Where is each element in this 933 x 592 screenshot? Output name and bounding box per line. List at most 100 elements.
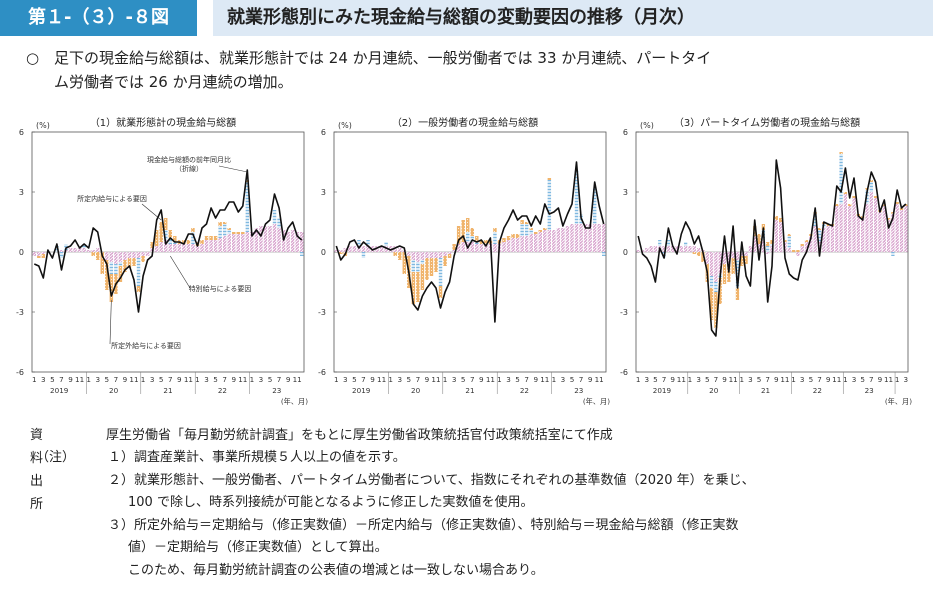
bar-special [766,246,770,252]
bar-scheduled [191,244,195,252]
x-tick-label: 7 [817,375,822,384]
bar-scheduled [895,204,899,252]
bar-scheduled [520,236,524,252]
bar-scheduled [861,218,865,252]
bar-scheduled [809,236,813,252]
chart-panel-1: （1）就業形態計の現金給与総額 6 3 0 -3 -6 (%) 1 3 5 7 9 11 1 3 5 7 9 11… [14,104,312,420]
bar-scheduled [366,246,370,252]
bar-scheduled [671,246,675,252]
bar-overtime [452,244,456,250]
bar-scheduled [241,234,245,252]
x-tick-label: 9 [231,375,236,384]
bar-scheduled [579,224,583,252]
bar-scheduled [636,250,640,252]
bar-special [227,230,231,234]
bar-special [592,188,597,224]
bar-scheduled [114,252,118,264]
bar-scheduled [735,252,740,260]
bar-overtime [434,258,438,272]
y-tick-label: 3 [623,188,628,197]
bar-scheduled [452,250,456,252]
bar-overtime [791,250,796,252]
bar-scheduled [59,250,64,252]
annotation-leader [170,255,191,289]
bar-overtime [783,240,787,242]
bar-overtime [236,232,240,234]
bar-scheduled [136,252,141,258]
bar-overtime [456,226,461,244]
bar-scheduled [357,246,361,252]
bar-scheduled [379,246,384,252]
bar-overtime [787,234,791,236]
y-tick-label: -3 [16,308,24,317]
x-tick-label: 1 [497,375,502,384]
bar-overtime [37,256,41,258]
bar-overtime [416,272,420,302]
note-2b: 100 で除し、時系列接続が可能となるように修正した実数値を使用。 [128,495,534,510]
y-unit: (%) [36,121,50,130]
bar-special [574,170,579,224]
bar-scheduled [375,246,379,252]
bar-scheduled [393,246,397,252]
x-tick-label: 7 [361,375,366,384]
bar-scheduled [213,240,218,252]
bar-overtime [538,230,542,232]
bar-scheduled [813,226,817,252]
y-tick-label: 0 [623,248,628,257]
total-line [335,161,605,323]
x-tick-label: 11 [129,375,138,384]
bar-special [366,240,370,246]
x-tick-label: 3 [397,375,402,384]
bar-scheduled [696,248,701,252]
bar-scheduled [105,252,109,260]
bar-scheduled [830,226,835,252]
x-tick-label: 9 [68,375,73,384]
chart-panel-2: （2）一般労働者の現金給与総額 6 3 0 -3 -6 (%) 1 3 5 7 9 11 1 3 5 7 9 11… [316,104,614,420]
annotation-total-line-sub: （折線） [175,164,203,173]
bar-scheduled [718,252,722,274]
x-tick-label: 7 [662,375,667,384]
x-tick-label: 11 [729,375,738,384]
bar-scheduled [123,252,127,260]
x-tick-label: 1 [552,375,557,384]
bar-scheduled [218,238,222,252]
bar-special [787,236,791,248]
bar-scheduled [835,206,839,252]
figure-label: 第１-（３）-８図 [0,0,197,36]
annotation-leader [141,203,162,221]
bar-overtime [718,278,722,304]
x-tick-label: 3 [852,375,857,384]
x-unit: (年、月) [583,397,610,406]
note-3c: このため、毎月勤労統計調査の公表値の増減とは一致しない場合あり。 [128,563,544,578]
bar-scheduled [800,246,804,252]
bar-overtime [547,178,552,180]
bar-scheduled [96,248,100,252]
bar-scheduled [891,214,895,252]
source-label: 資料出所 [30,428,44,512]
bar-scheduled [232,234,236,252]
bar-scheduled [286,232,290,252]
bar-scheduled [904,206,908,252]
x-tick-label: 5 [809,375,814,384]
bar-overtime [127,258,132,268]
bar-scheduled [268,226,272,252]
y-tick-label: -6 [620,368,628,377]
bar-scheduled [204,240,209,252]
bar-scheduled [653,246,658,252]
x-tick-label: 9 [588,375,593,384]
x-tick-label: 5 [159,375,164,384]
bar-overtime [186,240,191,244]
chart-svg-3: 630-3-6(%)1 3 5 7 9 11 1 3 5 7 9 11 1 3 5 7 9 11 1 3 5 7 9 11 1 3… [620,121,912,406]
note-label: （注） [36,450,76,465]
bar-overtime [770,240,774,244]
bar-scheduled [588,224,592,252]
bar-special [357,240,361,246]
bar-scheduled [82,248,86,252]
bar-overtime [96,252,100,260]
bar-scheduled [300,232,304,252]
bar-scheduled [731,252,735,258]
annotation-total-line: 現金給与総額の前年同月比 [147,155,231,164]
figure-title: 就業形態別にみた現金給与総額の変動要因の推移（月次） [213,0,933,36]
bar-scheduled [839,204,843,252]
x-tick-label: 7 [579,375,584,384]
